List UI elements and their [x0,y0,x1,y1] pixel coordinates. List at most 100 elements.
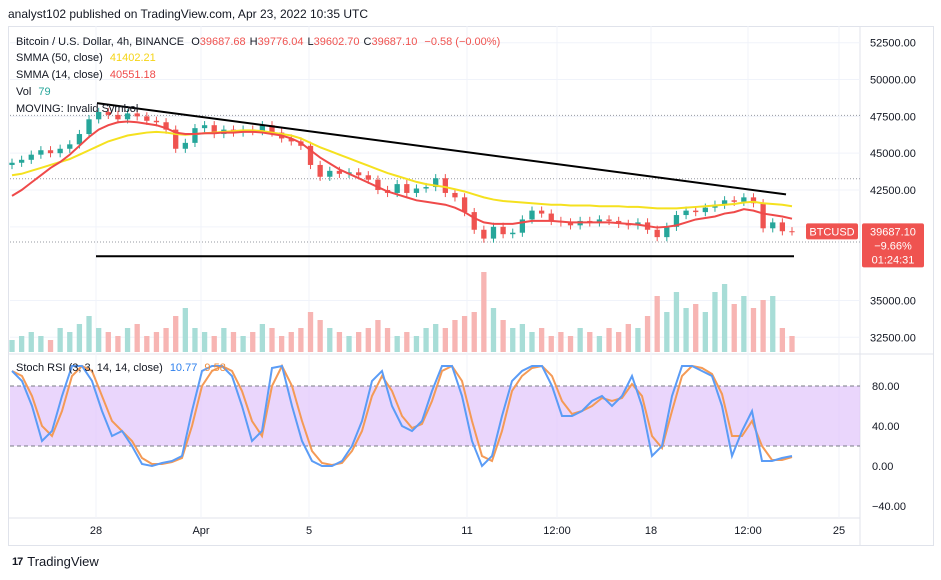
price-badge-change: −9.66% [874,240,912,252]
candle-body [336,170,343,174]
time-axis-label: 25 [833,525,845,537]
volume-bar [538,328,545,352]
volume-bar [134,324,140,352]
time-axis-label: 12:00 [734,525,762,537]
candle-body [201,125,208,129]
legend-smma50[interactable]: SMMA (50, close) 41402.21 [16,52,156,64]
price-axis-label: 47500.00 [870,111,916,123]
volume-bar [307,312,314,352]
candle-body [192,128,198,143]
candle-body [115,114,121,120]
chart-frame[interactable] [8,26,934,546]
volume-bar [18,336,25,352]
volume-bar [789,336,795,352]
volume-bar [635,328,641,352]
axis-labels: 52500.00 50000.00 47500.00 45000.00 42500.00… [90,38,916,537]
price-axis-label: 50000.00 [870,75,916,87]
candle-body [606,219,612,221]
candle-body [404,184,410,193]
candle-body [86,119,92,135]
volume-bar [625,324,631,352]
smma50-line [11,129,793,210]
volume-bar [770,296,776,352]
volume-bar [144,336,150,352]
legend-moving[interactable]: MOVING: Invalid Symbol [16,103,138,115]
candle-body [269,125,275,133]
price-badge-price: 39687.10 [870,226,916,238]
volume-bar [384,328,391,352]
candle-body [654,229,660,238]
footer-brand[interactable]: 17 TradingView [12,554,99,569]
volume-bar [201,332,208,352]
stoch-axis-label: 80.00 [872,381,900,393]
volume-bar [693,304,699,352]
volume-bar [67,332,73,352]
candle-body [770,222,776,229]
candle-body [394,184,400,193]
volume-bar [115,336,121,352]
volume-bar [548,336,554,352]
candle-body [741,197,747,202]
time-axis-label: 18 [645,525,657,537]
volume-bar [654,296,660,352]
volume-bar [124,328,131,352]
candle-body [76,134,83,145]
candle-body [510,232,516,235]
time-axis-label: 28 [90,525,102,537]
volume-bar [250,332,256,352]
candle-body [327,170,333,177]
volume-bar [375,320,381,352]
candle-body [47,150,54,154]
candle-body [567,222,574,226]
volume-bar [490,308,497,352]
candle-body [596,219,603,223]
footer-brand-label: TradingView [27,554,99,569]
volume-bar [28,332,34,352]
volume-bar [76,324,83,352]
price-badge-countdown: 01:24:31 [872,254,915,266]
stoch-d-value: 9.58 [204,362,226,374]
time-axis-label: 5 [306,525,312,537]
legend-volume[interactable]: Vol 79 [16,86,51,98]
volume-bar [96,328,102,352]
candle-body [548,213,554,221]
volume-bar [38,336,44,352]
legend-smma14[interactable]: SMMA (14, close) 40551.18 [16,69,156,81]
volume-bar [760,300,766,352]
candle-body [693,210,699,213]
volume-bar [413,336,420,352]
volume-bar [230,332,237,352]
volume-bar [173,316,179,352]
volume-bar [587,332,593,352]
candle-body [423,187,429,189]
descending-trendline [96,102,787,196]
candle-body [288,138,294,142]
candle-body [28,154,34,160]
volume-bar [298,328,304,352]
candle-body [413,188,420,193]
candle-body [105,111,111,115]
candle-body [96,111,102,120]
smma14-value: 40551.18 [109,69,156,81]
volume-bar [779,328,786,352]
price-axis-label: 32500.00 [870,332,916,344]
volume-bar [433,324,439,352]
publish-header: analyst102 published on TradingView.com,… [8,7,369,21]
volume-bar [221,328,227,352]
volume-bar [192,328,198,352]
volume-bar [519,324,526,352]
volume-bar [577,328,583,352]
volume-bar [596,336,603,352]
stoch-k-line [11,364,793,468]
candle-body [317,164,323,177]
price-axis-label: 45000.00 [870,148,916,160]
ohlc-l-value: 39602.70 [313,36,360,48]
volume-bar [336,332,343,352]
volume-bar [278,336,285,352]
stoch-axis-label: 0.00 [872,461,893,473]
volume-bar [606,328,612,352]
candle-body [67,144,73,149]
candle-body [490,226,497,239]
legend-stoch-rsi[interactable]: Stoch RSI (3, 3, 14, 14, close) 10.77 9.… [16,362,226,374]
